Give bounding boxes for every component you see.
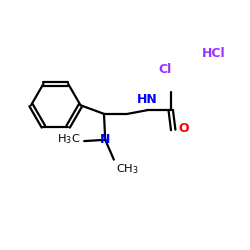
Text: H$_3$C: H$_3$C — [57, 132, 80, 146]
Text: N: N — [100, 133, 110, 146]
Text: Cl: Cl — [158, 62, 171, 76]
Text: CH$_3$: CH$_3$ — [116, 162, 139, 176]
Text: HCl: HCl — [202, 47, 226, 60]
Text: HN: HN — [136, 93, 157, 106]
Text: O: O — [179, 122, 189, 135]
